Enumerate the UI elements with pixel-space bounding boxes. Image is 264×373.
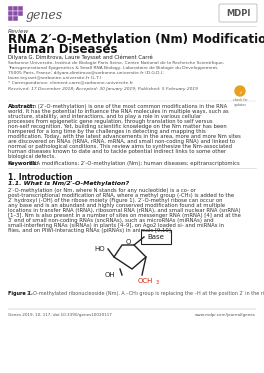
Text: any base and is an abundant and highly conserved modification found at multiple: any base and is an abundant and highly c…	[8, 203, 225, 208]
Text: hampered for a long time by the challenges in detecting and mapping this: hampered for a long time by the challeng…	[8, 129, 206, 134]
Text: small-interfering RNAs (siRNAs) in plants [4–9], on Ago2 loaded si- and miRNAs i: small-interfering RNAs (siRNAs) in plant…	[8, 223, 224, 228]
Text: Keywords:: Keywords:	[8, 161, 39, 166]
Text: 1. Introduction: 1. Introduction	[8, 173, 73, 182]
Text: world. It has the potential to influence the RNA molecules in multiple ways, suc: world. It has the potential to influence…	[8, 109, 229, 114]
Text: OH: OH	[105, 272, 115, 278]
Text: MDPI: MDPI	[226, 9, 250, 18]
Text: Dilyara G. Dimitrova, Laure Teysset and Clément Carré: Dilyara G. Dimitrova, Laure Teysset and …	[8, 55, 153, 60]
Text: flies, and on PIWI-interacting RNAs (piRNAs) in animals [9,10].: flies, and on PIWI-interacting RNAs (piR…	[8, 228, 172, 233]
FancyBboxPatch shape	[18, 6, 23, 11]
Text: RNA 2′-O-Methylation (Nm) Modification in: RNA 2′-O-Methylation (Nm) Modification i…	[8, 33, 264, 46]
Text: 1.1. What is Nm/2′-O-Methylation?: 1.1. What is Nm/2′-O-Methylation?	[8, 181, 129, 186]
FancyBboxPatch shape	[13, 11, 18, 16]
Text: check for
updates: check for updates	[233, 98, 247, 107]
FancyBboxPatch shape	[8, 11, 13, 16]
Text: Human Diseases: Human Diseases	[8, 43, 117, 56]
Text: post-transcriptional modification of RNA, where a methyl group (-CH₃) is added t: post-transcriptional modification of RNA…	[8, 193, 234, 198]
Text: O: O	[125, 239, 131, 245]
Text: www.mdpi.com/journal/genes: www.mdpi.com/journal/genes	[195, 313, 256, 317]
Text: 2′-O-methylation (or Nm, where N stands for any nucleotide) is a co- or: 2′-O-methylation (or Nm, where N stands …	[8, 188, 196, 193]
FancyBboxPatch shape	[8, 6, 13, 11]
Text: modification. Today, with the latest advancements in the area, more and more Nm : modification. Today, with the latest adv…	[8, 134, 241, 139]
Text: 3′ end of small non-coding RNAs (sncRNAs), such as microRNAs (miRNAs) and: 3′ end of small non-coding RNAs (sncRNAs…	[8, 218, 214, 223]
Text: 3: 3	[156, 280, 159, 285]
Text: structure, stability, and interactions, and to play a role in various cellular: structure, stability, and interactions, …	[8, 114, 201, 119]
Text: non-self recognition. Yet, building scientific knowledge on the Nm matter has be: non-self recognition. Yet, building scie…	[8, 124, 227, 129]
Text: 2′ hydroxyl (-OH) of the ribose moiety (Figure 1). 2′-O-methyl ribose can occur : 2′ hydroxyl (-OH) of the ribose moiety (…	[8, 198, 223, 203]
FancyBboxPatch shape	[141, 230, 171, 244]
Text: Sorbonne Université, Institut de Biologie Paris Seine, Centre National de la Rec: Sorbonne Université, Institut de Biologi…	[8, 61, 224, 65]
Text: OCH: OCH	[138, 278, 153, 284]
Text: genes: genes	[26, 9, 63, 22]
FancyBboxPatch shape	[8, 16, 13, 21]
Text: RNA modifications; 2′-O-methylation (Nm); human diseases; epitranscriptomics: RNA modifications; 2′-O-methylation (Nm)…	[29, 161, 240, 166]
Text: Genes 2019, 10, 117; doi:10.3390/genes10020117: Genes 2019, 10, 117; doi:10.3390/genes10…	[8, 313, 112, 317]
Text: [1–3]. Nm is also present in a number of sites on messenger RNA (mRNA) [4] and a: [1–3]. Nm is also present in a number of…	[8, 213, 241, 218]
FancyBboxPatch shape	[219, 4, 257, 22]
Text: biological defects.: biological defects.	[8, 154, 56, 159]
Text: * Correspondence: clement.carre@sorbonne-universite.fr: * Correspondence: clement.carre@sorbonne…	[8, 81, 133, 85]
Text: laure.teysset@sorbonne-universite.fr (L.T.): laure.teysset@sorbonne-universite.fr (L.…	[8, 76, 101, 80]
Text: ✓: ✓	[238, 89, 242, 94]
Text: Transgenerational Epigenetics & Small RNA Biology, Laboratoire de Biologie du Dé: Transgenerational Epigenetics & Small RN…	[8, 66, 219, 70]
FancyBboxPatch shape	[13, 6, 18, 11]
Text: Review: Review	[8, 29, 29, 34]
Text: human diseases known to date and to tackle potential indirect links to some othe: human diseases known to date and to tack…	[8, 149, 226, 154]
Text: Nm (2′-O-methylation) is one of the most common modifications in the RNA: Nm (2′-O-methylation) is one of the most…	[27, 104, 227, 109]
Text: Base: Base	[148, 234, 164, 240]
Text: Received: 17 December 2018; Accepted: 30 January 2019; Published: 5 February 201: Received: 17 December 2018; Accepted: 30…	[8, 87, 198, 91]
Text: processes from epigenetic gene regulation, through translation to self versus: processes from epigenetic gene regulatio…	[8, 119, 213, 124]
Text: 75005 Paris, France; dilyara.dimitrova@sorbonne-universite.fr (D.G.D.);: 75005 Paris, France; dilyara.dimitrova@s…	[8, 71, 164, 75]
Text: HO: HO	[94, 246, 105, 252]
Text: Abstract:: Abstract:	[8, 104, 36, 109]
FancyBboxPatch shape	[18, 11, 23, 16]
FancyBboxPatch shape	[13, 16, 18, 21]
Text: are discovered on RNAs (tRNA, rRNA, mRNA, and small non-coding RNA) and linked t: are discovered on RNAs (tRNA, rRNA, mRNA…	[8, 139, 235, 144]
Text: Figure 1.: Figure 1.	[8, 291, 33, 296]
Text: locations in transfer RNA (tRNA), ribosomal RNA (rRNA), and small nuclear RNA (s: locations in transfer RNA (tRNA), riboso…	[8, 208, 241, 213]
Text: normal or pathological conditions. This review aims to synthesize the Nm-associa: normal or pathological conditions. This …	[8, 144, 232, 149]
Text: 2′-O-methylated ribonucleoside (Nm). A –CH₃ group is replacing the –H at the pos: 2′-O-methylated ribonucleoside (Nm). A –…	[27, 291, 264, 296]
Circle shape	[235, 86, 245, 96]
